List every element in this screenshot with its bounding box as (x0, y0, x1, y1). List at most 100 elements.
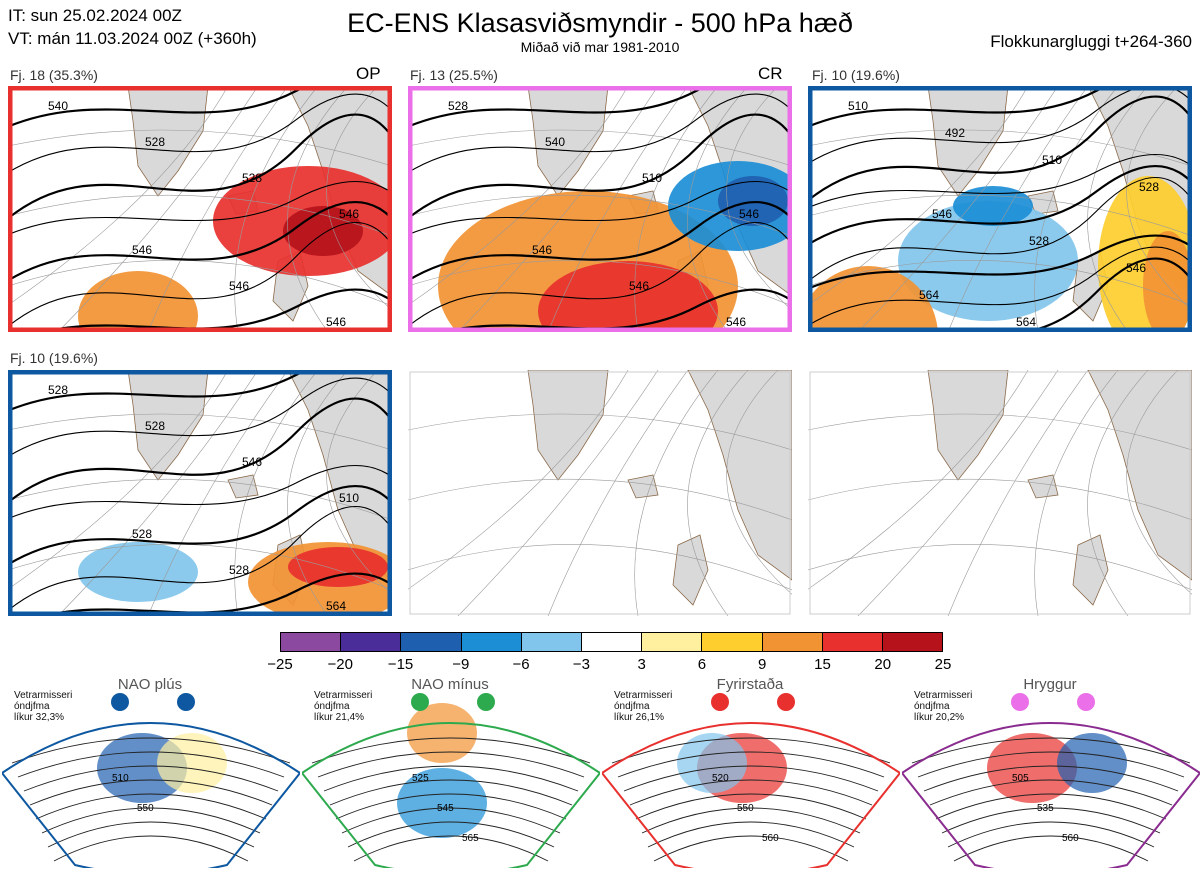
colorbar-swatch (642, 633, 703, 651)
meridian-line (234, 86, 319, 332)
colorbar-tick-label: −3 (572, 656, 590, 673)
regime-note: Vetrarmisseri óndjfma líkur 21,4% (314, 690, 372, 723)
regime-note: Vetrarmisseri óndjfma líkur 26,1% (614, 690, 672, 723)
landmass-3 (1027, 190, 1059, 215)
contour-label: 540 (545, 135, 565, 149)
height-contour (8, 222, 392, 328)
meridian-line (1087, 370, 1149, 616)
regime-contour-label: 510 (112, 773, 129, 784)
colorbar-swatch (401, 633, 462, 651)
landmass-1 (927, 370, 1009, 481)
cluster-map-1: 540 528 528 546 546 546 546 (8, 86, 392, 332)
regime-note-line: Vetrarmisseri (14, 690, 73, 701)
classification-window: Flokkunargluggi t+264-360 (990, 32, 1192, 51)
contour-label: 546 (629, 279, 649, 293)
height-contour (808, 86, 1192, 165)
issue-time: IT: sun 25.02.2024 00Z (8, 6, 182, 25)
cluster-map-4: 528 528 546 510 528 528 564 (8, 370, 392, 616)
contour-label: 564 (919, 288, 939, 302)
parallel-line (408, 194, 792, 237)
contour-label: 528 (1029, 234, 1049, 248)
anomaly-area-1 (898, 201, 1078, 321)
colorbar-tick-label: 9 (758, 656, 767, 673)
regime-note-line: óndjfma (314, 701, 350, 712)
height-contour (8, 370, 392, 412)
height-contour (808, 165, 1192, 247)
colorbar-tick-label: 15 (814, 656, 831, 673)
meridian-line (687, 370, 749, 616)
height-contour (808, 234, 1192, 290)
regime-note-line: Vetrarmisseri (914, 690, 973, 701)
landmass-4 (672, 534, 709, 606)
regime-title: Hryggur (1023, 676, 1077, 693)
colorbar-tick-label: 3 (637, 656, 646, 673)
meridian-line (947, 370, 1089, 616)
height-contour (8, 86, 392, 128)
colorbar-tick-label: 20 (874, 656, 892, 673)
empty-map-6 (808, 370, 1192, 616)
regime-contour-label: 565 (462, 833, 479, 844)
panel-2-label: Fj. 13 (25.5%) (410, 67, 498, 83)
colorbar-swatch (762, 633, 823, 651)
cluster-map-2: 528 540 510 546 546 546 546 (408, 86, 792, 332)
anomaly-area-2 (283, 206, 363, 256)
parallel-line (408, 129, 792, 167)
meridian-line (147, 370, 289, 616)
meridian-line (547, 86, 689, 332)
regime-map: 505 535 560 (900, 693, 1200, 873)
height-contour (8, 93, 392, 174)
meridian-line (1087, 86, 1149, 332)
colorbar-swatch (461, 633, 522, 651)
regime-note-line: óndjfma (914, 701, 950, 712)
height-contour (408, 201, 792, 283)
colorbar-swatch (281, 633, 342, 651)
colorbar-tick-label: −20 (327, 656, 353, 673)
regime-marker-dot (711, 693, 729, 711)
regime-note: Vetrarmisseri óndjfma líkur 32,3% (14, 690, 72, 723)
height-contour (408, 113, 792, 221)
height-contour (8, 485, 392, 567)
panel-1-label: Fj. 18 (35.3%) (10, 67, 98, 83)
meridian-line (8, 86, 229, 306)
parallel-line (408, 259, 792, 307)
regime-note-line: Vetrarmisseri (314, 690, 373, 701)
height-contour (8, 113, 392, 221)
regime-note: Vetrarmisseri óndjfma líkur 20,2% (914, 690, 972, 723)
parallel-line (408, 478, 792, 521)
parallel-line (808, 413, 1192, 451)
meridian-line (147, 86, 289, 332)
anomaly-area-5 (288, 547, 388, 587)
contour-label: 528 (132, 527, 152, 541)
regime-marker-dot (411, 693, 429, 711)
landmass-2 (287, 370, 392, 581)
meridian-line (1126, 86, 1192, 311)
contour-label: 546 (132, 243, 152, 257)
contour-label: 492 (945, 126, 965, 140)
meridian-line (234, 370, 319, 616)
contour-label: 510 (848, 99, 868, 113)
contour-label: 546 (932, 207, 952, 221)
colorbar-swatch (521, 633, 582, 651)
colorbar-tick-label: −25 (267, 656, 293, 673)
regime-note-line: líkur 20,2% (914, 712, 965, 723)
regime-marker-dot (477, 693, 495, 711)
contour-label: 546 (229, 279, 249, 293)
regime-note-line: líkur 21,4% (314, 712, 365, 723)
landmass-3 (227, 474, 259, 499)
meridian-line (634, 86, 719, 332)
meridian-line (57, 86, 259, 332)
height-contour (8, 201, 392, 283)
contour-label: 528 (48, 383, 68, 397)
regime-marker-dot (777, 693, 795, 711)
anomaly-area-6 (78, 542, 198, 602)
parallel-line (808, 478, 1192, 521)
regime-marker-dot (111, 693, 129, 711)
landmass-3 (1027, 474, 1059, 499)
contour-label: 546 (242, 455, 262, 469)
contour-label: 510 (1042, 153, 1062, 167)
height-contour (408, 222, 792, 328)
contour-label: 528 (145, 135, 165, 149)
parallel-line (408, 413, 792, 451)
parallel-line (8, 478, 392, 521)
landmass-2 (1087, 370, 1192, 581)
